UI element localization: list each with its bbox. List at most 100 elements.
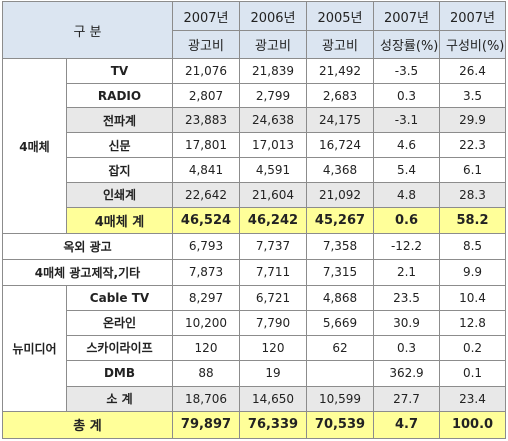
cell-growth: 2.1 <box>373 258 440 286</box>
cell-share: 28.3 <box>439 182 506 208</box>
cell-2006: 46,242 <box>239 206 307 234</box>
cell-2006: 7,711 <box>239 258 307 286</box>
table-row: 옥외 광고 6,793 7,737 7,358 -12.2 8.5 <box>2 232 506 260</box>
table-row: 인쇄계 22,642 21,604 21,092 4.8 28.3 <box>3 182 506 208</box>
row-label: RADIO <box>66 83 173 109</box>
row-label: 잡지 <box>66 157 173 183</box>
row-label: 4매체 계 <box>66 206 173 234</box>
cell-growth: 4.7 <box>373 410 440 440</box>
cell-growth: -3.1 <box>373 107 440 134</box>
cell-2006: 4,591 <box>239 157 307 183</box>
row-label: 인쇄계 <box>66 182 173 208</box>
row-label: 온라인 <box>66 309 173 336</box>
cell-2006: 24,638 <box>239 107 307 134</box>
cell-share: 12.8 <box>439 309 506 336</box>
cell-2006: 19 <box>239 359 307 387</box>
cell-share: 26.4 <box>439 58 506 85</box>
cell-growth: 0.3 <box>373 334 440 361</box>
cell-2007: 79,897 <box>172 410 240 440</box>
cell-2007: 23,883 <box>172 107 240 134</box>
table-row: 전파계 23,883 24,638 24,175 -3.1 29.9 <box>3 107 506 134</box>
header-row-metrics: 광고비 광고비 광고비 성장률(%) 구성비(%) <box>3 30 506 60</box>
table-row: 4매체 TV 21,076 21,839 21,492 -3.5 26.4 <box>2 58 506 234</box>
cell-growth: 4.8 <box>373 182 440 208</box>
cell-2007: 120 <box>172 334 240 361</box>
row-label: 총 계 <box>2 410 173 440</box>
cell-2005: 4,368 <box>306 157 374 183</box>
metric-header: 광고비 <box>172 30 240 60</box>
cell-2005: 2,683 <box>306 83 374 109</box>
row-label: 신문 <box>66 132 173 159</box>
cell-share: 22.3 <box>439 132 506 159</box>
cell-2006: 120 <box>239 334 307 361</box>
table-row: 스카이라이프 120 120 62 0.3 0.2 <box>3 334 506 361</box>
cell-share: 0.1 <box>439 359 506 387</box>
cell-growth: 30.9 <box>373 309 440 336</box>
header-row-years: 구 분 2007년 2006년 2005년 2007년 2007년 <box>2 0 506 60</box>
cell-2007: 8,297 <box>172 284 240 311</box>
cell-2007: 18,706 <box>172 385 240 412</box>
cell-share: 100.0 <box>439 410 506 440</box>
cell-share: 23.4 <box>439 385 506 412</box>
cell-2005: 10,599 <box>306 385 374 412</box>
cell-share: 0.2 <box>439 334 506 361</box>
cell-share: 8.5 <box>439 232 506 260</box>
table-row: 4매체 광고제작,기타 7,873 7,711 7,315 2.1 9.9 <box>2 258 506 286</box>
table-row: 온라인 10,200 7,790 5,669 30.9 12.8 <box>3 309 506 336</box>
cell-2007: 22,642 <box>172 182 240 208</box>
cell-growth: 23.5 <box>373 284 440 311</box>
metric-header: 광고비 <box>306 30 374 60</box>
metric-header: 성장률(%) <box>373 30 440 60</box>
cell-2005: 4,868 <box>306 284 374 311</box>
table-row: 신문 17,801 17,013 16,724 4.6 22.3 <box>3 132 506 159</box>
cell-share: 10.4 <box>439 284 506 311</box>
row-label: Cable TV <box>66 284 173 311</box>
cell-2006: 21,839 <box>239 58 307 85</box>
cell-growth: 362.9 <box>373 359 440 387</box>
cell-2005: 70,539 <box>306 410 374 440</box>
cell-share: 29.9 <box>439 107 506 134</box>
table-row: 뉴미디어 Cable TV 8,297 6,721 4,868 23.5 10.… <box>2 284 506 412</box>
cell-2005: 62 <box>306 334 374 361</box>
table-row: RADIO 2,807 2,799 2,683 0.3 3.5 <box>3 83 506 109</box>
cell-2007: 88 <box>172 359 240 387</box>
cell-growth: 0.6 <box>373 206 440 234</box>
cell-2006: 21,604 <box>239 182 307 208</box>
cell-share: 3.5 <box>439 83 506 109</box>
cell-2007: 21,076 <box>172 58 240 85</box>
cell-2006: 7,790 <box>239 309 307 336</box>
metric-header: 구성비(%) <box>439 30 506 60</box>
row-label: 옥외 광고 <box>2 232 173 260</box>
row-label: DMB <box>66 359 173 387</box>
cell-2006: 2,799 <box>239 83 307 109</box>
cell-growth: 0.3 <box>373 83 440 109</box>
row-label: 스카이라이프 <box>66 334 173 361</box>
cell-growth: 27.7 <box>373 385 440 412</box>
cell-2007: 4,841 <box>172 157 240 183</box>
cell-share: 9.9 <box>439 258 506 286</box>
cell-growth: 4.6 <box>373 132 440 159</box>
row-label: TV <box>66 58 173 85</box>
table-row: DMB 88 19 362.9 0.1 <box>3 359 506 387</box>
cell-2005: 7,315 <box>306 258 374 286</box>
cell-share: 58.2 <box>439 206 506 234</box>
cell-growth: -3.5 <box>373 58 440 85</box>
metric-header: 광고비 <box>239 30 307 60</box>
cell-2006: 14,650 <box>239 385 307 412</box>
cell-2006: 7,737 <box>239 232 307 260</box>
cell-2005: 5,669 <box>306 309 374 336</box>
cell-growth: 5.4 <box>373 157 440 183</box>
cell-2007: 46,524 <box>172 206 240 234</box>
group-label-four-media: 4매체 <box>2 58 67 234</box>
table-row-total: 총 계 79,897 76,339 70,539 4.7 100.0 <box>2 410 506 440</box>
cell-2005: 16,724 <box>306 132 374 159</box>
cell-2005: 24,175 <box>306 107 374 134</box>
cell-growth: -12.2 <box>373 232 440 260</box>
cell-2005: 21,492 <box>306 58 374 85</box>
table-row: 잡지 4,841 4,591 4,368 5.4 6.1 <box>3 157 506 183</box>
row-label: 전파계 <box>66 107 173 134</box>
cell-2007: 6,793 <box>172 232 240 260</box>
table-row-subtotal: 4매체 계 46,524 46,242 45,267 0.6 58.2 <box>3 206 506 234</box>
cell-2007: 7,873 <box>172 258 240 286</box>
